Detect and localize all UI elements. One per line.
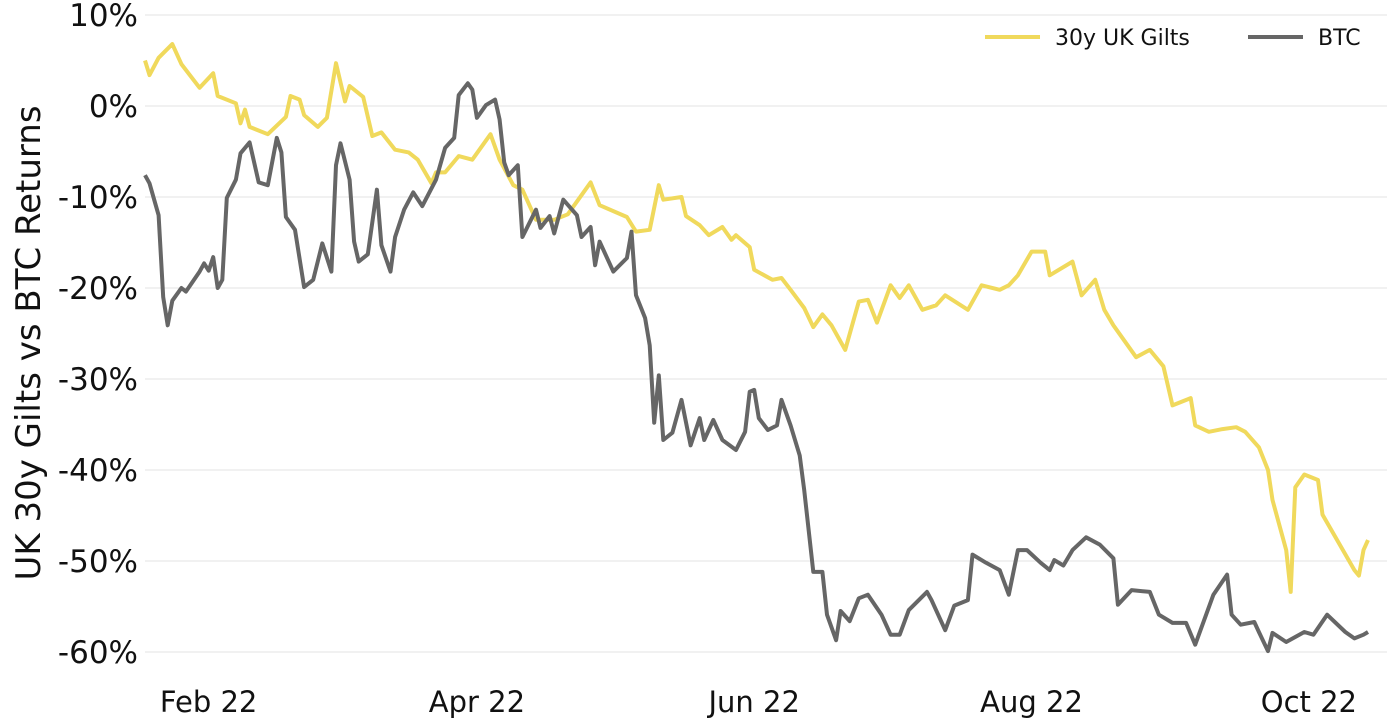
- grid: [145, 14, 1387, 653]
- y-tick-label: -10%: [58, 180, 138, 216]
- y-tick-label: 0%: [89, 89, 138, 125]
- legend-label: 30y UK Gilts: [1055, 26, 1190, 51]
- y-tick-label: -30%: [58, 362, 138, 398]
- x-tick-label: Aug 22: [980, 685, 1083, 719]
- x-tick-label: Apr 22: [429, 685, 525, 719]
- x-tick-label: Feb 22: [160, 685, 257, 719]
- series-line-gilts: [143, 42, 1370, 594]
- y-tick-label: -60%: [58, 635, 138, 671]
- y-axis-ticks: 10% 0% -10% -20% -30% -40% -50% -60%: [58, 0, 138, 671]
- x-axis-ticks: Feb 22 Apr 22 Jun 22 Aug 22 Oct 22: [160, 685, 1357, 719]
- y-tick-label: -50%: [58, 544, 138, 580]
- y-tick-label: 10%: [69, 0, 138, 34]
- series-line-btc: [143, 81, 1370, 654]
- y-tick-label: -40%: [58, 453, 138, 489]
- x-tick-label: Jun 22: [707, 685, 800, 719]
- x-tick-label: Oct 22: [1261, 685, 1357, 719]
- legend: 30y UK Gilts BTC: [985, 26, 1361, 51]
- y-tick-label: -20%: [58, 271, 138, 307]
- series-lines: [143, 42, 1370, 654]
- y-axis-label: UK 30y Gilts vs BTC Returns: [9, 105, 49, 580]
- legend-label: BTC: [1318, 26, 1361, 51]
